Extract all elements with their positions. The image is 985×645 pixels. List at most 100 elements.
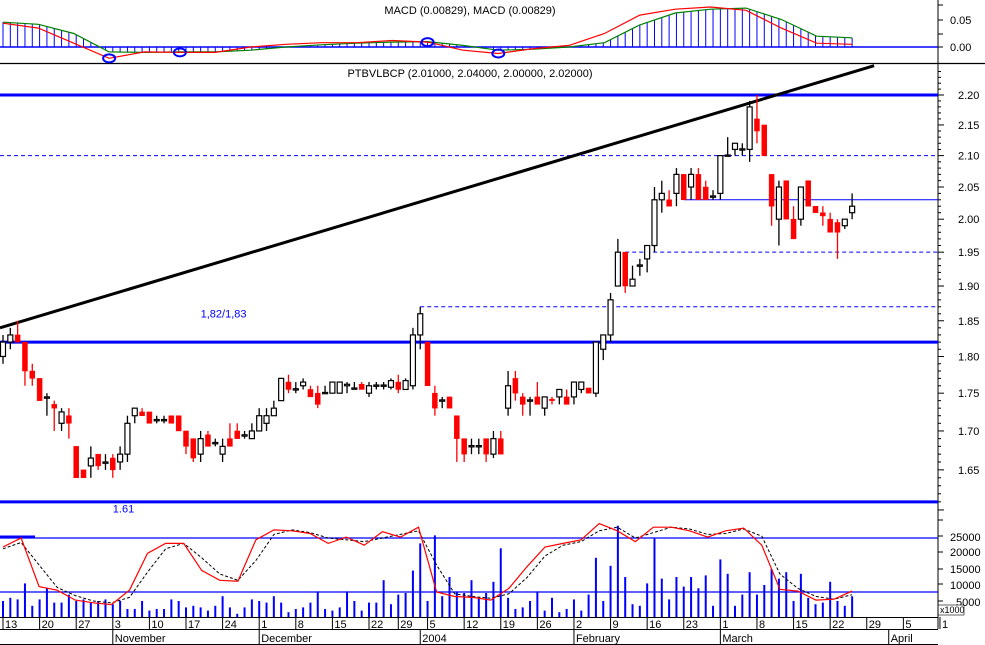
candle-body xyxy=(380,384,387,387)
candle-body xyxy=(146,411,153,424)
candle-body xyxy=(687,173,695,188)
macd-tick-label: 0.05 xyxy=(950,15,971,27)
candle-body xyxy=(541,396,548,409)
price-tick-label: 1.65 xyxy=(958,465,979,477)
candle-body xyxy=(812,205,819,213)
candle-body xyxy=(658,192,665,201)
date-tick-label: 5 xyxy=(430,619,436,631)
candle-body xyxy=(373,384,380,387)
price-tick-label: 2.05 xyxy=(958,182,979,194)
candle-body xyxy=(212,441,219,445)
candle-body xyxy=(805,180,811,207)
candle-body xyxy=(343,383,351,387)
candle-body xyxy=(768,174,775,207)
price-tick-label: 1.75 xyxy=(958,388,979,400)
candle-body xyxy=(834,222,841,233)
candle-body xyxy=(570,381,578,398)
candle-body xyxy=(14,334,21,343)
candle-body xyxy=(783,180,789,220)
date-tick-label: 13 xyxy=(5,619,17,631)
candle-body xyxy=(234,430,240,439)
month-tick-label: April xyxy=(891,633,913,645)
date-tick-label: 20 xyxy=(42,619,54,631)
stochastic-d-line xyxy=(2,526,853,604)
candle-body xyxy=(219,445,226,455)
candle-body xyxy=(95,453,101,467)
candle-body xyxy=(424,341,431,387)
candle-body xyxy=(248,430,255,440)
month-tick-label: November xyxy=(115,633,166,645)
candle-body xyxy=(66,415,72,424)
date-tick-label: 1 xyxy=(942,619,948,631)
date-tick-label: 9 xyxy=(613,619,619,631)
candle-body xyxy=(197,438,204,455)
candle-body xyxy=(36,378,43,401)
candle-body xyxy=(651,199,658,247)
candle-body xyxy=(724,154,731,157)
candle-body xyxy=(285,381,292,390)
month-tick-label: February xyxy=(576,633,621,645)
date-tick-label: 3 xyxy=(115,619,121,631)
candle-body xyxy=(51,404,57,409)
candle-body xyxy=(168,415,175,424)
candle-body xyxy=(607,299,614,336)
price-tick-label: 2.20 xyxy=(958,90,979,102)
candle-body xyxy=(117,453,124,463)
candle-body xyxy=(365,385,373,394)
candle-body xyxy=(387,379,395,388)
candle-body xyxy=(102,461,109,464)
candle-body xyxy=(153,418,160,422)
month-tick-label: 2004 xyxy=(422,633,446,645)
candle-body xyxy=(190,438,197,459)
candle-body xyxy=(468,444,475,448)
candle-body xyxy=(160,418,168,422)
candle-body xyxy=(0,341,7,358)
candle-body xyxy=(315,392,321,405)
candle-body xyxy=(790,218,797,240)
date-tick-label: 15 xyxy=(334,619,346,631)
price-tick-label: 1.95 xyxy=(958,247,979,259)
price-title: PTBVLBCP (2.01000, 2.04000, 2.00000, 2.0… xyxy=(347,68,592,80)
candle-body xyxy=(417,313,424,336)
candle-body xyxy=(73,446,79,479)
candle-body xyxy=(131,407,138,417)
candle-body xyxy=(351,387,358,390)
candle-body xyxy=(439,399,446,402)
date-tick-label: 17 xyxy=(188,619,200,631)
candle-body xyxy=(7,334,14,343)
candle-body xyxy=(717,155,724,194)
price-tick-label: 2.10 xyxy=(958,151,979,163)
date-tick-label: 15 xyxy=(796,619,808,631)
candle-body xyxy=(307,389,314,398)
candle-body xyxy=(761,124,768,156)
candle-body xyxy=(87,457,94,467)
price-tick-label: 2.15 xyxy=(958,120,979,132)
candle-body xyxy=(498,438,504,455)
candle-body xyxy=(739,148,746,151)
candle-body xyxy=(673,173,680,194)
candle-body xyxy=(395,381,402,390)
price-tick-label: 1.90 xyxy=(958,281,979,293)
candle-body xyxy=(139,411,145,416)
candle-body xyxy=(321,391,329,395)
candle-body xyxy=(820,212,826,217)
candle-body xyxy=(644,244,651,260)
price-tick-label: 1.70 xyxy=(958,426,979,438)
candle-body xyxy=(549,398,555,401)
candle-body xyxy=(43,396,51,399)
macd-crossover-marker xyxy=(491,48,506,59)
candle-body xyxy=(681,174,687,201)
date-tick-label: 22 xyxy=(832,619,844,631)
candle-body xyxy=(490,438,497,455)
candle-body xyxy=(534,396,541,405)
date-tick-label: 24 xyxy=(225,619,237,631)
candle-body xyxy=(58,411,65,424)
candle-body xyxy=(256,415,263,432)
candle-body xyxy=(849,205,856,214)
candle-body xyxy=(636,264,643,267)
candle-body xyxy=(205,434,211,447)
price-annotation: 1.61 xyxy=(113,503,134,515)
candle-body xyxy=(278,377,285,402)
volume-tick-label: 25000 xyxy=(950,532,981,544)
